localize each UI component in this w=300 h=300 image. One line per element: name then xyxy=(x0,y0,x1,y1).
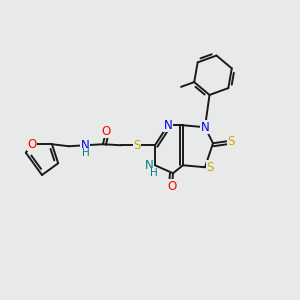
Text: N: N xyxy=(81,139,89,152)
Text: O: O xyxy=(27,138,37,151)
Text: O: O xyxy=(101,125,111,138)
Text: H: H xyxy=(82,148,90,158)
Text: N: N xyxy=(145,159,153,172)
Text: S: S xyxy=(206,161,214,174)
Text: N: N xyxy=(164,119,172,132)
Text: N: N xyxy=(201,121,209,134)
Text: H: H xyxy=(150,168,158,178)
Text: S: S xyxy=(133,139,141,152)
Text: O: O xyxy=(167,180,177,193)
Text: S: S xyxy=(227,135,235,148)
